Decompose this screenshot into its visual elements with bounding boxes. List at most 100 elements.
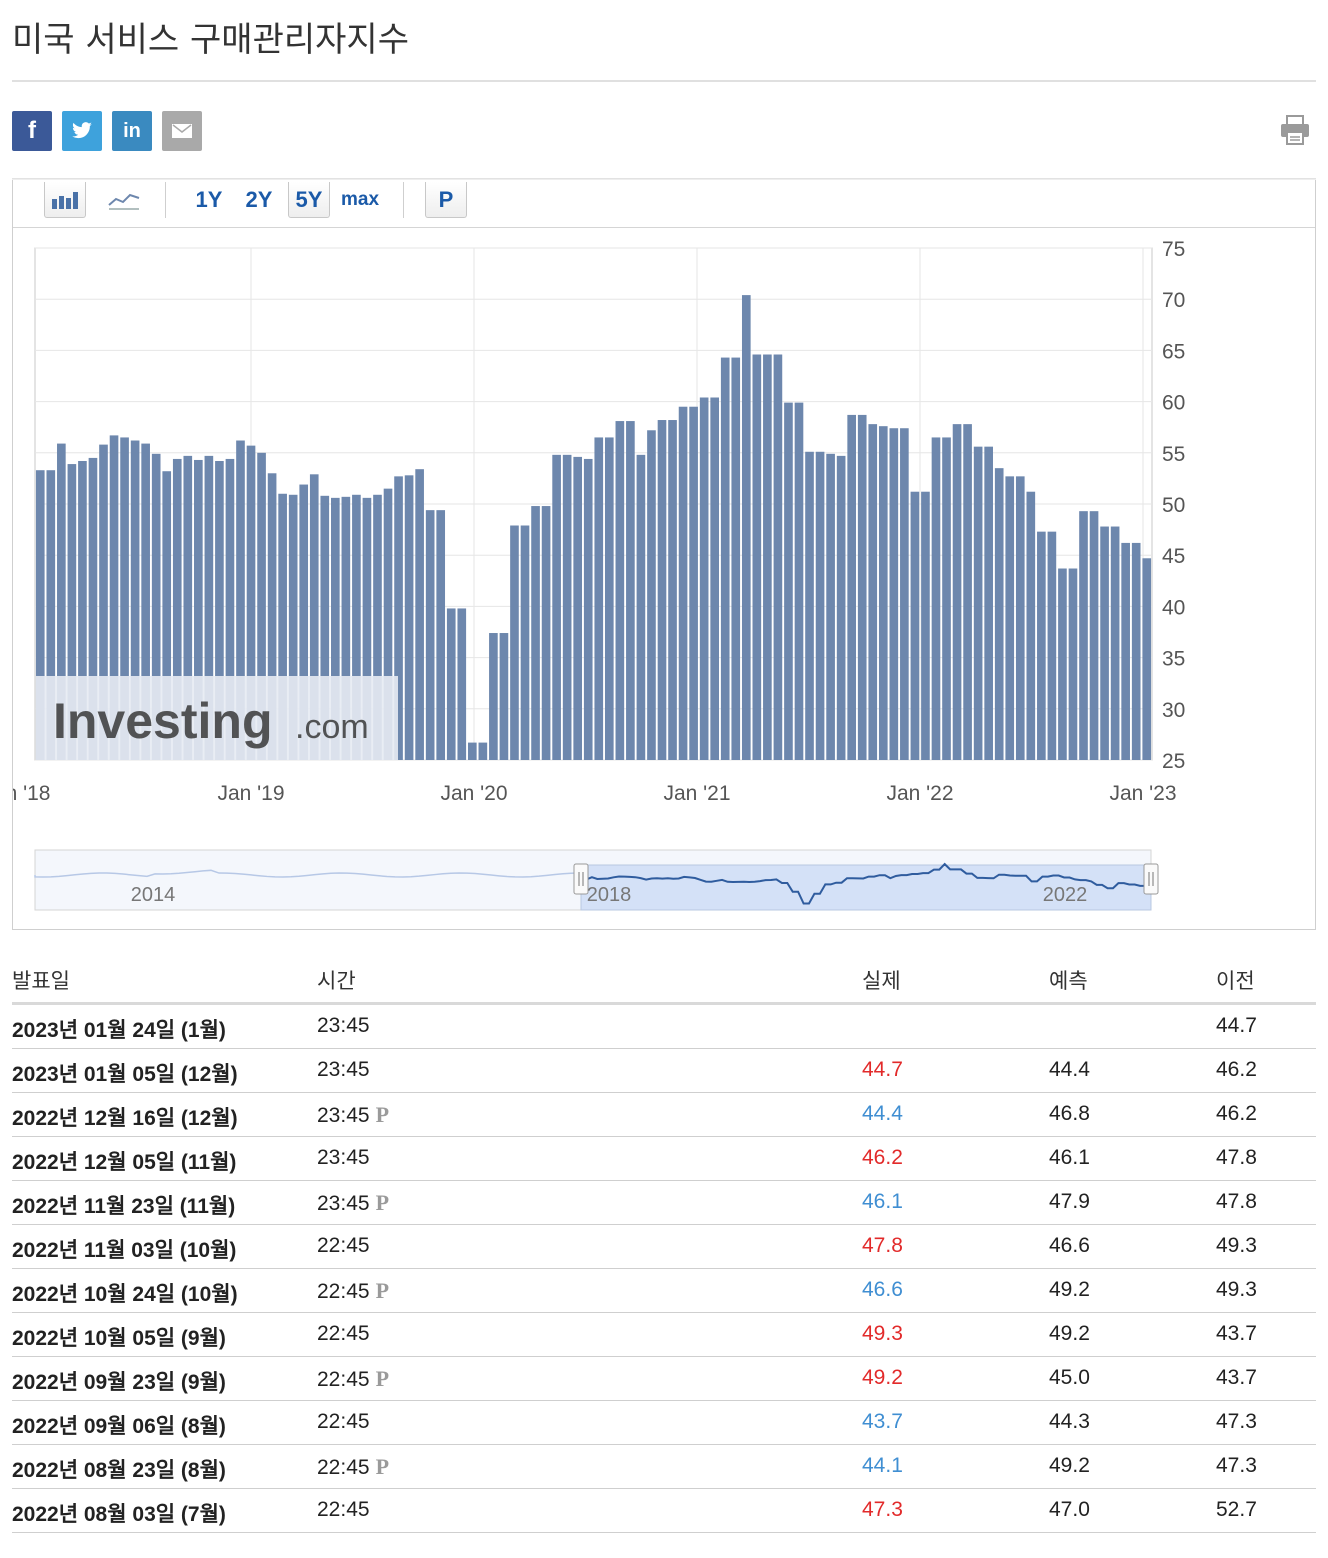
forecast-value: 44.4: [1049, 1058, 1090, 1081]
preliminary-toggle-button[interactable]: P: [425, 182, 467, 218]
range-5y-button[interactable]: 5Y: [288, 182, 330, 218]
chart-bar: [267, 473, 277, 760]
release-time-value: 23:45: [317, 1058, 370, 1081]
actual-value: 49.3: [862, 1322, 903, 1345]
navigator-handle[interactable]: [573, 863, 589, 895]
chart-bar: [1079, 511, 1088, 760]
email-share-button[interactable]: [162, 111, 202, 151]
chart-bar: [731, 357, 741, 760]
previous-value: 49.3: [1216, 1278, 1257, 1301]
release-time: 22:45 P: [317, 1278, 389, 1304]
previous-value: 47.3: [1216, 1410, 1257, 1433]
chart-bar: [404, 475, 414, 760]
navigator-year-label: 2018: [587, 884, 632, 906]
release-date: 2023년 01월 24일 (1월): [12, 1019, 226, 1042]
chart-bar: [647, 430, 656, 760]
previous-value: 47.8: [1216, 1146, 1257, 1169]
chart-bar: [489, 633, 498, 760]
chart-bar: [657, 420, 667, 760]
header-time[interactable]: 시간: [317, 969, 356, 993]
navigator-year-label: 2022: [1043, 884, 1088, 906]
header-date[interactable]: 발표일: [12, 969, 70, 993]
previous-value: 47.8: [1216, 1190, 1257, 1213]
header-forecast[interactable]: 예측: [1049, 969, 1088, 993]
header-actual[interactable]: 실제: [862, 969, 901, 993]
range-navigator[interactable]: 2014 2018 2022: [34, 849, 1159, 911]
watermark-suffix: .com: [295, 708, 369, 746]
forecast-value: 47.9: [1049, 1190, 1090, 1213]
preliminary-badge: P: [375, 1366, 390, 1391]
title-divider: [12, 80, 1316, 82]
forecast-value: 49.2: [1049, 1322, 1090, 1345]
x-tick-label: Jan '19: [217, 782, 284, 805]
chart-bar: [921, 491, 930, 760]
table-row: 2022년 10월 24일 (10월) 22:45 P 46.6 49.2 49.3: [12, 1269, 1316, 1313]
twitter-share-button[interactable]: [62, 111, 102, 151]
range-2y-button[interactable]: 2Y: [245, 187, 273, 212]
release-date: 2022년 12월 05일 (11월): [12, 1151, 237, 1174]
previous-value: 49.3: [1216, 1234, 1257, 1257]
chart-bar: [1089, 511, 1099, 760]
chart-bar: [320, 495, 330, 760]
bar-chart-type-button[interactable]: [44, 182, 86, 218]
chart-bar: [183, 455, 193, 760]
navigator-line-history: [34, 869, 580, 878]
y-tick-label: 75: [1162, 238, 1185, 261]
chart-bar: [299, 484, 309, 760]
chart-bar: [857, 414, 867, 760]
y-tick-label: 50: [1162, 494, 1185, 517]
line-chart-type-button[interactable]: [103, 182, 145, 218]
facebook-share-button[interactable]: f: [12, 111, 52, 151]
release-time: 23:45: [317, 1014, 370, 1038]
previous-value: 46.2: [1216, 1058, 1257, 1081]
line-chart-icon: [108, 193, 140, 210]
actual-value: 46.1: [862, 1190, 903, 1213]
y-tick-label: 40: [1162, 596, 1185, 619]
release-date: 2022년 12월 16일 (12월): [12, 1107, 238, 1130]
chart-bar: [457, 608, 467, 760]
release-time-value: 23:45: [317, 1146, 370, 1169]
chart-bar: [204, 455, 214, 760]
chart-bar: [900, 428, 909, 760]
print-icon[interactable]: [1280, 114, 1310, 146]
table-row: 2022년 12월 05일 (11월) 23:45 46.2 46.1 47.8: [12, 1137, 1316, 1181]
header-previous[interactable]: 이전: [1216, 969, 1255, 993]
actual-value: 43.7: [862, 1410, 903, 1433]
chart-bar: [1142, 558, 1152, 760]
y-tick-label: 60: [1162, 392, 1185, 415]
table-row: 2023년 01월 05일 (12월) 23:45 44.7 44.4 46.2: [12, 1049, 1316, 1093]
chart-bars: [35, 295, 1152, 760]
chart-bar: [46, 470, 56, 760]
chart-bar: [541, 506, 551, 760]
chart-bar: [1100, 526, 1109, 760]
chart-bar: [425, 510, 435, 760]
chart-bar: [952, 424, 962, 760]
envelope-icon: [172, 124, 192, 138]
range-max-button[interactable]: max: [340, 189, 380, 210]
preliminary-badge: P: [375, 1454, 390, 1479]
forecast-value: 49.2: [1049, 1278, 1090, 1301]
bar-chart-icon: [52, 191, 78, 209]
linkedin-share-button[interactable]: in: [112, 111, 152, 151]
chart-bar: [1026, 491, 1036, 760]
chart-bar: [1121, 542, 1130, 760]
range-1y-button[interactable]: 1Y: [195, 187, 223, 212]
chart-bar: [394, 476, 403, 760]
chart-bar: [626, 421, 635, 760]
x-tick-label: Jan '22: [886, 782, 953, 805]
twitter-icon: [72, 122, 92, 139]
x-tick-label: n '18: [13, 782, 50, 805]
chart-bar: [594, 437, 604, 760]
chart-bar: [1068, 568, 1078, 760]
release-time: 23:45: [317, 1146, 370, 1170]
x-tick-label: Jan '21: [663, 782, 730, 805]
linkedin-icon: in: [123, 119, 141, 142]
y-tick-label: 65: [1162, 340, 1185, 363]
y-tick-label: 35: [1162, 648, 1185, 671]
actual-value: 44.4: [862, 1102, 903, 1125]
previous-value: 52.7: [1216, 1498, 1257, 1521]
chart-bar: [78, 460, 87, 760]
share-bar: f in: [12, 111, 202, 151]
navigator-handle[interactable]: [1143, 863, 1159, 895]
table-row: 2022년 10월 05일 (9월) 22:45 49.3 49.2 43.7: [12, 1313, 1316, 1357]
